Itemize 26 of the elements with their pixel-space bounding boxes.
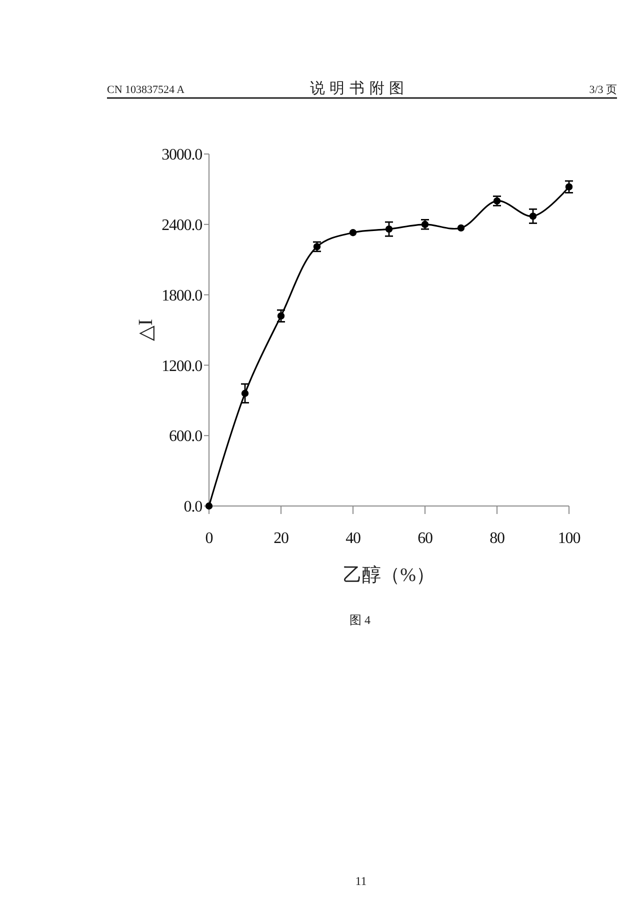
y-axis-title: △I bbox=[135, 318, 157, 342]
text: 说 明 书 附 图 bbox=[310, 79, 404, 97]
x-axis-title: 乙醇（%） bbox=[343, 565, 435, 586]
text: CN 103837524 A bbox=[107, 84, 185, 96]
y-tick-label: 2400.0 bbox=[162, 217, 203, 234]
y-tick-label: 3000.0 bbox=[162, 146, 203, 164]
point bbox=[277, 312, 285, 320]
point bbox=[565, 183, 573, 190]
text: 3/3 页 bbox=[589, 84, 617, 96]
point bbox=[241, 390, 249, 397]
y-tick-label: 1800.0 bbox=[162, 287, 203, 304]
caption: 图 4 bbox=[350, 613, 370, 627]
point bbox=[385, 225, 393, 233]
text: 11 bbox=[355, 874, 367, 888]
y-tick-label: 0.0 bbox=[184, 498, 203, 516]
y-tick-label: 1200.0 bbox=[162, 358, 203, 375]
x-tick-label: 80 bbox=[490, 530, 505, 547]
point bbox=[457, 224, 465, 232]
point bbox=[349, 229, 357, 236]
x-tick-label: 0 bbox=[205, 530, 214, 547]
x-tick-label: 60 bbox=[418, 530, 433, 547]
x-tick-label: 100 bbox=[558, 530, 581, 547]
x-tick-label: 20 bbox=[274, 530, 289, 547]
y-tick-label: 600.0 bbox=[168, 428, 203, 446]
x-tick-label: 40 bbox=[346, 530, 361, 547]
point bbox=[529, 212, 537, 220]
